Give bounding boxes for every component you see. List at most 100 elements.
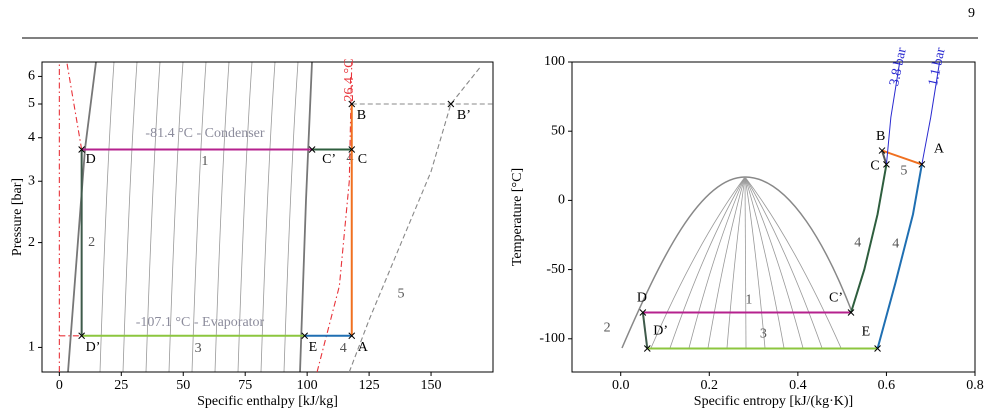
point-label: D’	[653, 324, 668, 339]
series-label: 3	[195, 341, 202, 356]
plot-frame	[41, 61, 494, 373]
x-tick-label: 125	[359, 378, 380, 393]
series-label: 4	[892, 237, 899, 252]
point-marker	[918, 161, 926, 168]
point-marker	[847, 309, 855, 316]
x-axis-label: Specific enthalpy [kJ/kg]	[197, 394, 338, 409]
series-line	[316, 61, 353, 373]
y-tick-label: 100	[544, 54, 565, 69]
point-marker	[883, 161, 890, 168]
series-line	[66, 61, 83, 150]
point-label: D	[86, 152, 96, 167]
isoline	[214, 61, 230, 373]
y-tick-label: 0	[558, 193, 565, 208]
annotation: -107.1 °C - Evaporator	[136, 315, 265, 330]
series-label: 1	[745, 293, 752, 308]
annotation: -81.4 °C - Condenser	[145, 126, 264, 141]
y-tick-label: 5	[28, 96, 35, 111]
point-label: B’	[457, 108, 471, 123]
series-line	[876, 164, 923, 349]
point-label: D	[637, 291, 647, 306]
point-marker	[308, 146, 316, 153]
x-tick-label: 0.8	[966, 378, 984, 393]
isoline	[168, 61, 184, 373]
x-tick-label: 75	[238, 378, 252, 393]
x-tick-label: 50	[176, 378, 190, 393]
isoline	[99, 61, 115, 373]
series-label: 4	[340, 341, 347, 356]
y-tick-label: -100	[539, 331, 565, 346]
point-label: E	[309, 340, 318, 355]
series-label: 1	[201, 154, 208, 169]
point-marker	[447, 100, 455, 108]
point-marker	[78, 146, 86, 153]
point-label: C’	[829, 291, 843, 306]
series-line	[921, 61, 941, 165]
point-marker	[639, 309, 647, 316]
y-axis-label: Pressure [bar]	[10, 178, 25, 256]
y-tick-label: -50	[546, 262, 565, 277]
x-tick-label: 25	[114, 378, 128, 393]
isoline	[122, 61, 138, 373]
y-tick-label: 50	[551, 123, 565, 138]
x-tick-label: 0	[56, 378, 63, 393]
series-label: 4	[854, 236, 861, 251]
x-tick-label: 0.2	[701, 378, 719, 393]
plot-frame	[571, 61, 976, 373]
point-label: D’	[86, 340, 101, 355]
isoline	[145, 61, 161, 373]
series-label: 2	[604, 321, 611, 336]
point-label: B	[876, 129, 885, 144]
point-marker	[643, 345, 651, 352]
point-label: A	[934, 142, 945, 157]
isoline	[260, 61, 276, 373]
series-label: 3	[760, 327, 767, 342]
point-marker	[348, 100, 356, 108]
series-label: 5	[397, 287, 404, 302]
y-tick-label: 4	[28, 130, 35, 145]
series-line	[885, 61, 901, 165]
series-line	[881, 150, 888, 165]
point-marker	[78, 332, 86, 340]
quality-line	[688, 176, 746, 349]
series-line	[348, 66, 482, 373]
series-label: 5	[900, 164, 907, 179]
y-tick-label: 2	[28, 235, 35, 250]
quality-line	[726, 176, 746, 349]
quality-line	[744, 176, 785, 349]
quality-line	[707, 176, 746, 349]
quality-line	[744, 176, 747, 349]
quality-line	[744, 176, 766, 349]
page-number: 9	[968, 6, 975, 21]
y-tick-label: 1	[28, 340, 35, 355]
isoline	[237, 61, 253, 373]
series-line	[641, 312, 649, 349]
point-label: C	[870, 159, 879, 174]
point-label: C	[358, 152, 367, 167]
y-tick-label: 6	[28, 69, 35, 84]
y-axis-label: Temperature [°C]	[510, 168, 525, 266]
series-label: 4	[346, 151, 353, 166]
series-label: 1.1 bar	[926, 46, 949, 87]
quality-line	[650, 176, 746, 349]
point-label: B	[357, 108, 366, 123]
isoline	[191, 61, 207, 373]
annotation: 26.4 °C	[342, 59, 357, 102]
x-tick-label: 150	[421, 378, 442, 393]
y-tick-label: 3	[28, 173, 35, 188]
quality-line	[744, 176, 823, 349]
isoline	[283, 61, 299, 373]
x-tick-label: 0.6	[878, 378, 896, 393]
point-marker	[874, 345, 881, 352]
saturation-vapor	[299, 61, 313, 373]
series-label: 3.8 bar	[887, 46, 910, 87]
quality-line	[669, 176, 746, 349]
x-axis-label: Specific entropy [kJ/(kg·K)]	[694, 394, 853, 409]
point-label: A	[358, 340, 369, 355]
point-marker	[878, 147, 886, 154]
point-marker	[348, 332, 356, 340]
point-label: C’	[322, 152, 336, 167]
series-line	[850, 164, 888, 313]
